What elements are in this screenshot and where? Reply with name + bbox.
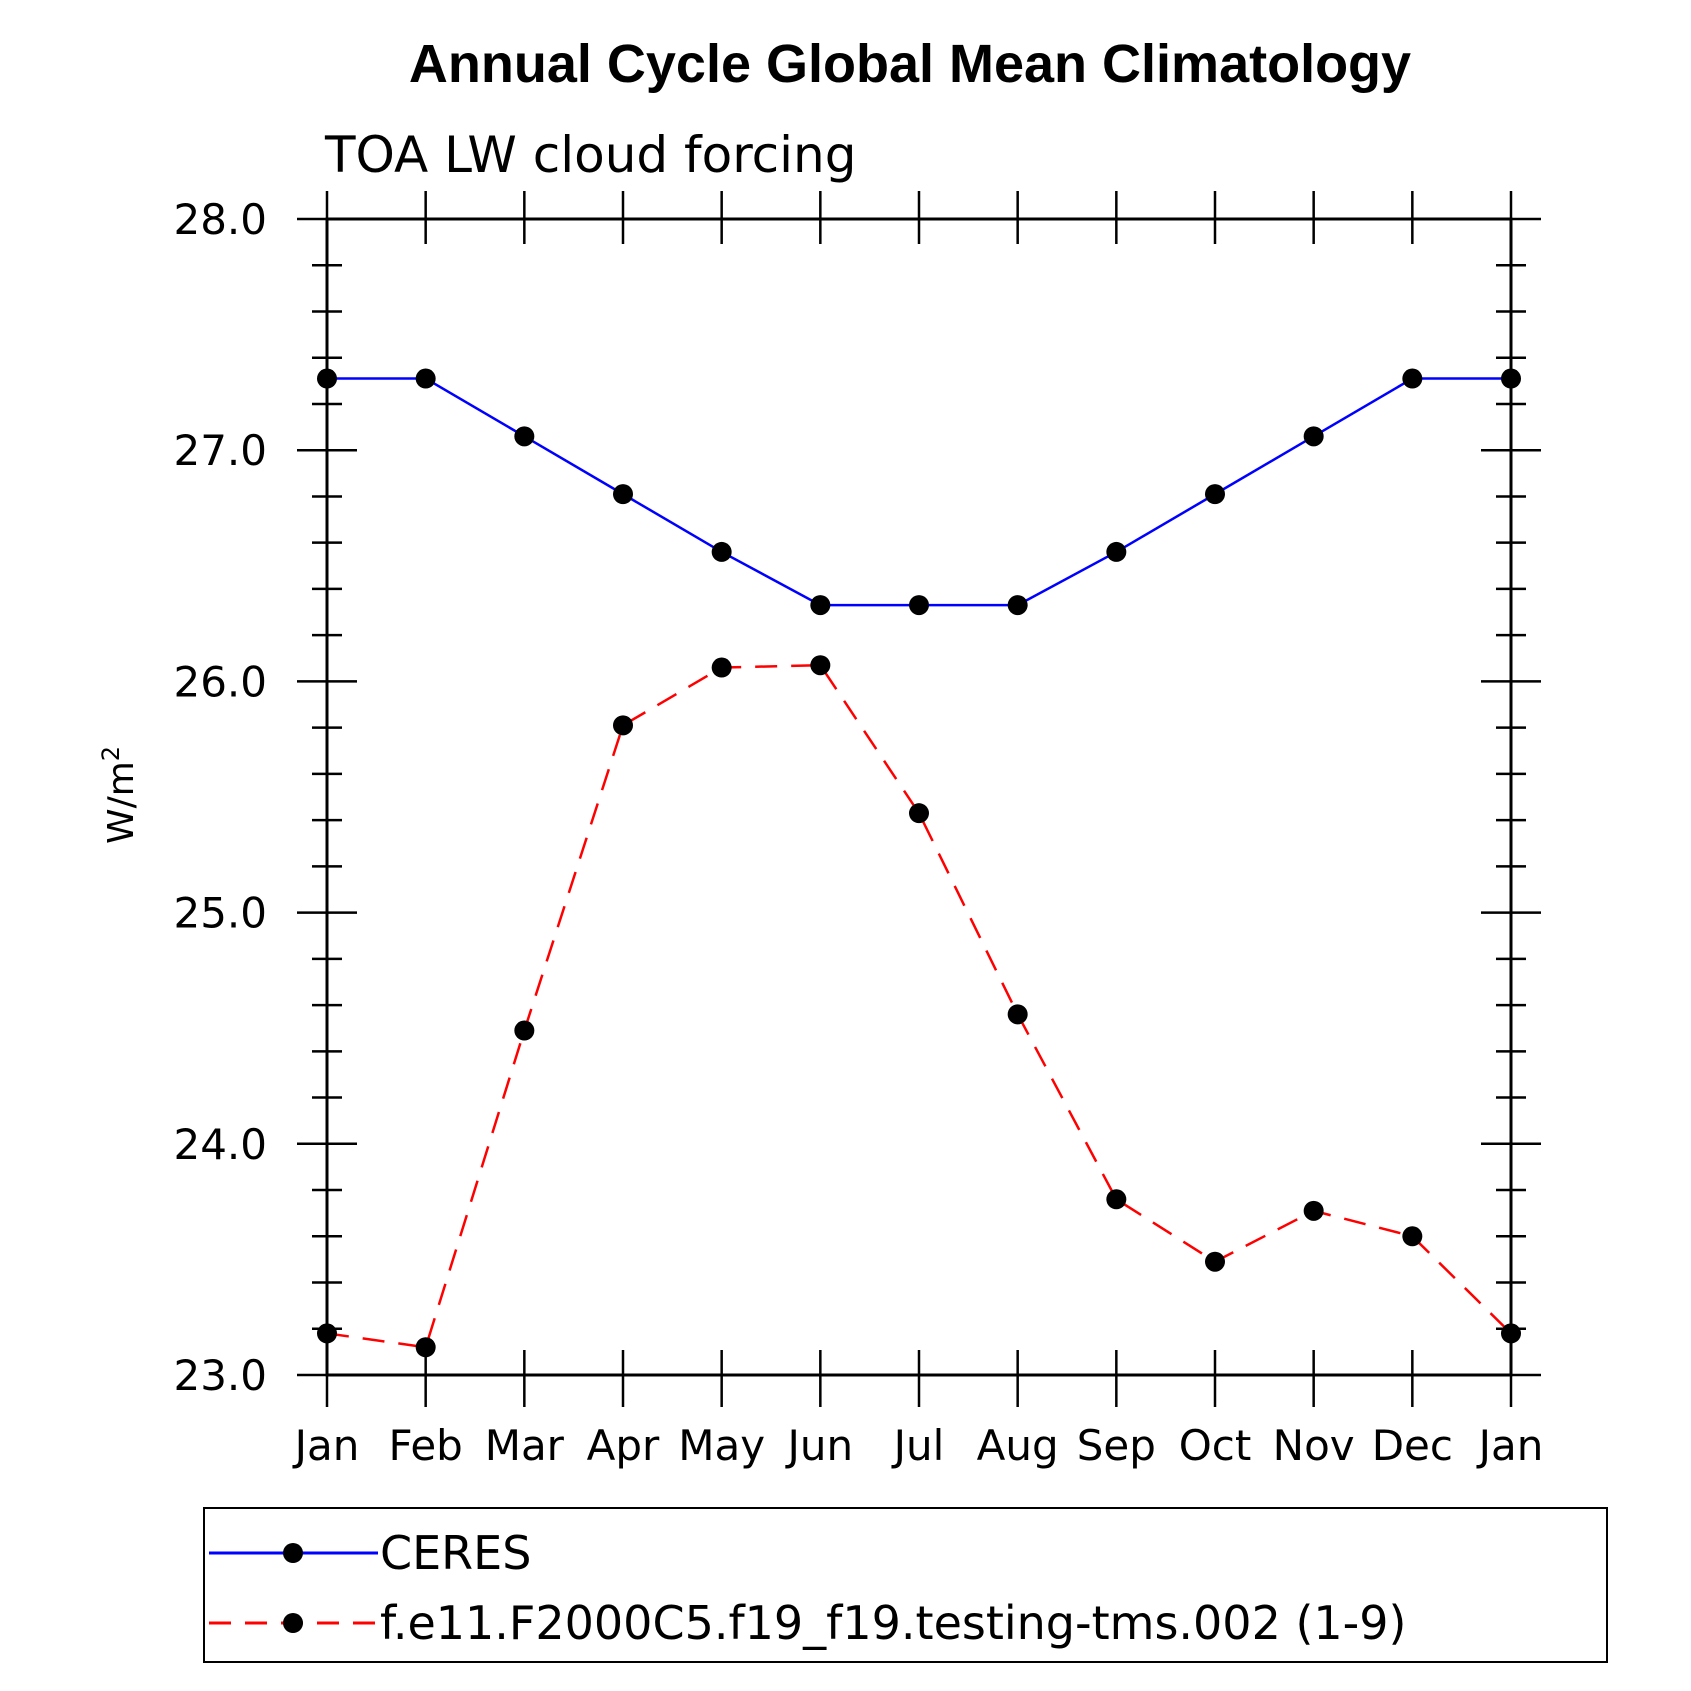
series-1-point	[1007, 1004, 1028, 1025]
series-0-point	[514, 426, 535, 447]
x-tick-labels: Jan Feb Mar Apr May Jun Jul Aug Sep Oct Nov Dec Jan	[292, 1421, 1544, 1470]
series-1-point	[711, 657, 732, 678]
legend-box	[203, 1507, 1608, 1663]
chart-subtitle: TOA LW cloud forcing	[324, 126, 856, 184]
legend-label-ceres: CERES	[380, 1526, 531, 1580]
series-1-point	[1106, 1189, 1127, 1210]
series-0-point	[1205, 484, 1225, 505]
y-tick-label: 27.0	[173, 426, 267, 475]
x-tick-label: Sep	[1077, 1421, 1156, 1470]
legend-marker-ceres	[283, 1543, 303, 1563]
series-1-point	[415, 1337, 436, 1358]
x-tick-label: Jul	[891, 1421, 945, 1470]
series-1-point	[1501, 1323, 1521, 1344]
series-0-point	[415, 368, 436, 389]
series-0-point	[1007, 595, 1028, 616]
series-line-0	[327, 377, 1511, 607]
x-tick-label: Jan	[1476, 1421, 1544, 1470]
y-axis-label: W/m2	[97, 746, 142, 844]
y-axis-label-text: W/m	[101, 761, 142, 844]
x-tick-label: Feb	[388, 1421, 462, 1470]
series-0-point	[909, 595, 929, 616]
series-0-point	[613, 484, 633, 505]
x-tick-label: Nov	[1273, 1421, 1355, 1470]
legend: CERES f.e11.F2000C5.f19_f19.testing-tms.…	[203, 1507, 1608, 1663]
series-line-1	[326, 663, 1512, 1349]
series-1-point	[514, 1020, 535, 1041]
series-1-point	[317, 1323, 337, 1344]
x-tick-label: Dec	[1372, 1421, 1453, 1470]
plot-frame	[325, 217, 1513, 1377]
series-1-point	[1205, 1251, 1225, 1272]
series-1-point	[1303, 1200, 1324, 1221]
y-axis-label-superscript: 2	[97, 746, 125, 761]
x-tick-label: Oct	[1179, 1421, 1252, 1470]
chart-title: Annual Cycle Global Mean Climatology	[409, 34, 1411, 94]
x-tick-label: Aug	[977, 1421, 1059, 1470]
x-tick-label: Apr	[587, 1421, 660, 1470]
y-tick-label: 25.0	[173, 889, 267, 938]
series-1-point	[810, 655, 831, 676]
series-0-point	[711, 541, 732, 562]
series-0-point	[1106, 541, 1127, 562]
series-0-point	[317, 368, 337, 389]
series-1-point	[613, 715, 633, 736]
series-0-point	[1402, 368, 1423, 389]
y-tick-label: 23.0	[173, 1351, 267, 1400]
legend-label-model: f.e11.F2000C5.f19_f19.testing-tms.002 (1…	[380, 1596, 1407, 1650]
y-tick-labels: 23.0 24.0 25.0 26.0 27.0 28.0	[173, 195, 267, 1400]
series-1-point	[909, 803, 929, 824]
y-tick-label: 24.0	[173, 1120, 267, 1169]
series-0-point	[1501, 368, 1521, 389]
series-0-point	[1303, 426, 1324, 447]
axis-ticks	[297, 191, 1541, 1407]
y-tick-label: 26.0	[173, 657, 267, 706]
y-tick-label: 28.0	[173, 195, 267, 244]
x-tick-label: Jun	[785, 1421, 854, 1470]
series-1-point	[1402, 1226, 1423, 1247]
x-tick-label: May	[678, 1421, 765, 1470]
svg-text:W/m2: W/m2	[97, 746, 142, 844]
x-tick-label: Mar	[485, 1421, 565, 1470]
series-layer	[317, 368, 1521, 1358]
x-tick-label: Jan	[292, 1421, 360, 1470]
series-0-point	[810, 595, 831, 616]
legend-marker-model	[283, 1613, 303, 1633]
